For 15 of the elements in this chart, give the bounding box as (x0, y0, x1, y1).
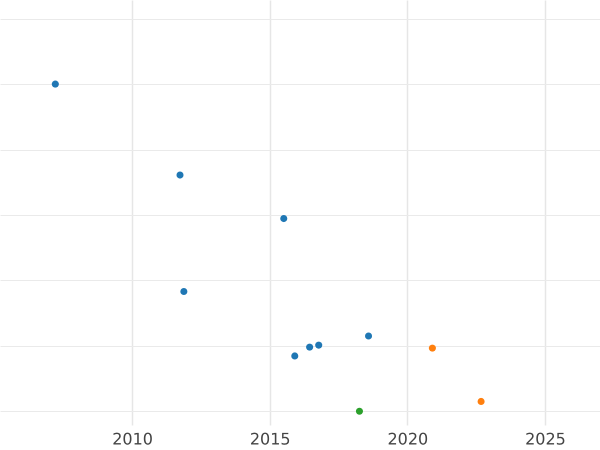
x-tick-label: 2010 (112, 430, 153, 448)
point (364, 332, 372, 340)
point (478, 398, 485, 405)
x-tick-label: 2020 (387, 430, 428, 448)
point (356, 408, 363, 415)
point (52, 80, 59, 88)
point (180, 288, 188, 296)
x-tick-label: 2025 (525, 430, 566, 448)
point (280, 215, 288, 222)
point (291, 352, 298, 360)
point (306, 344, 314, 351)
point (428, 344, 436, 352)
point (176, 172, 184, 179)
x-tick-label: 2015 (250, 430, 291, 448)
point (315, 342, 322, 349)
